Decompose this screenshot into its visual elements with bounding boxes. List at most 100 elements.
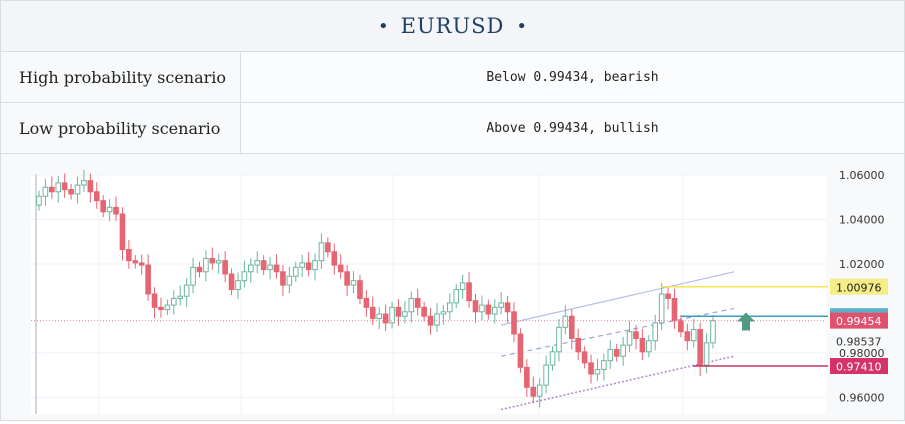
candle-body: [132, 260, 139, 264]
y-tick-label: 1.02000: [839, 258, 885, 271]
candle-body: [524, 366, 530, 388]
candle-body: [472, 300, 479, 313]
channel-upper-line: [500, 271, 735, 326]
y-tick-label: 0.96000: [839, 391, 885, 404]
candle-body: [382, 313, 389, 324]
candle-body: [113, 206, 119, 215]
candle-body: [312, 260, 318, 271]
candle-body: [408, 297, 415, 313]
candle-body: [267, 264, 273, 271]
scenario-row-low: Low probability scenario Above 0.99434, …: [1, 103, 904, 154]
candle-body: [607, 349, 614, 362]
candle-body: [100, 200, 106, 213]
candle-body: [646, 340, 652, 353]
candle-body: [196, 266, 203, 273]
candle-body: [485, 304, 492, 315]
price-tag-label: 0.98537: [836, 335, 882, 348]
candle-body: [215, 260, 222, 264]
candle-body: [68, 189, 74, 195]
candle-body: [138, 262, 145, 266]
candle-body: [228, 273, 235, 291]
candle-body: [36, 195, 42, 206]
candle-body: [581, 351, 588, 364]
candle-body: [369, 306, 376, 319]
candle-body: [530, 386, 537, 397]
candle-body: [350, 280, 357, 286]
candle-body: [273, 264, 280, 273]
candle-body: [248, 264, 254, 273]
candle-body: [171, 297, 177, 306]
price-tag: [830, 358, 888, 374]
candle-body: [684, 331, 691, 342]
candle-body: [588, 362, 594, 375]
candle-body: [543, 364, 549, 386]
candle-body: [164, 304, 171, 311]
candle-body: [466, 282, 472, 302]
candle-body: [81, 180, 87, 186]
candle-body: [363, 297, 370, 308]
candle-body: [74, 184, 81, 195]
candle-body: [254, 260, 261, 266]
candle-body: [280, 271, 286, 286]
candle-body: [652, 322, 659, 342]
candle-body: [549, 351, 556, 366]
candle-body: [620, 344, 626, 357]
candle-body: [344, 271, 350, 286]
candle-body: [203, 257, 209, 273]
candle-body: [498, 302, 504, 308]
scenario-label: Low probability scenario: [1, 103, 241, 153]
candle-body: [389, 306, 395, 324]
candle-body: [299, 262, 305, 268]
candle-body: [575, 337, 582, 353]
candle-body: [511, 311, 517, 335]
title-bullet-right: •: [516, 15, 527, 37]
candle-body: [177, 295, 184, 299]
candle-body: [190, 266, 196, 286]
candle-body: [504, 302, 511, 313]
candle-body: [453, 289, 460, 304]
candle-body: [665, 293, 671, 299]
candle-body: [613, 349, 620, 357]
candle-body: [49, 186, 55, 193]
candle-body: [87, 180, 94, 193]
candle-body: [286, 275, 293, 286]
candle-body: [235, 280, 241, 291]
candle-body: [93, 191, 100, 202]
candle-body: [440, 311, 447, 315]
plot-background: [31, 174, 826, 414]
candle-body: [151, 293, 158, 308]
page-title: EURUSD: [400, 14, 505, 38]
y-tick-label: 0.98000: [839, 347, 885, 360]
candle-body: [305, 262, 312, 271]
candle-body: [633, 331, 639, 339]
candle-body: [331, 251, 338, 266]
candle-body: [325, 242, 331, 253]
candle-body: [434, 313, 440, 326]
candle-body: [357, 280, 363, 299]
scenario-label: High probability scenario: [1, 52, 241, 102]
candle-body: [697, 329, 703, 366]
candle-body: [337, 264, 344, 273]
candle-body: [562, 315, 569, 328]
y-tick-label: 1.04000: [839, 214, 885, 227]
candle-body: [690, 329, 697, 342]
candle-body: [222, 260, 228, 275]
candle-body: [42, 186, 49, 197]
scenario-row-high: High probability scenario Below 0.99434,…: [1, 52, 904, 103]
candle-body: [292, 266, 299, 277]
candle-body: [491, 306, 498, 315]
price-tag-label: 1.00976: [836, 281, 882, 294]
candle-body: [145, 264, 151, 295]
y-tick-label: 1.06000: [839, 169, 885, 182]
candle-body: [710, 320, 716, 344]
candle-body: [678, 320, 684, 333]
candle-body: [318, 242, 325, 262]
candle-body: [639, 337, 646, 353]
candle-body: [55, 182, 62, 193]
price-tag-label: 0.99454: [836, 315, 882, 328]
candle-body: [658, 293, 665, 324]
candle-body: [414, 297, 421, 308]
title-bullet-left: •: [377, 15, 389, 37]
candle-body: [626, 331, 633, 346]
